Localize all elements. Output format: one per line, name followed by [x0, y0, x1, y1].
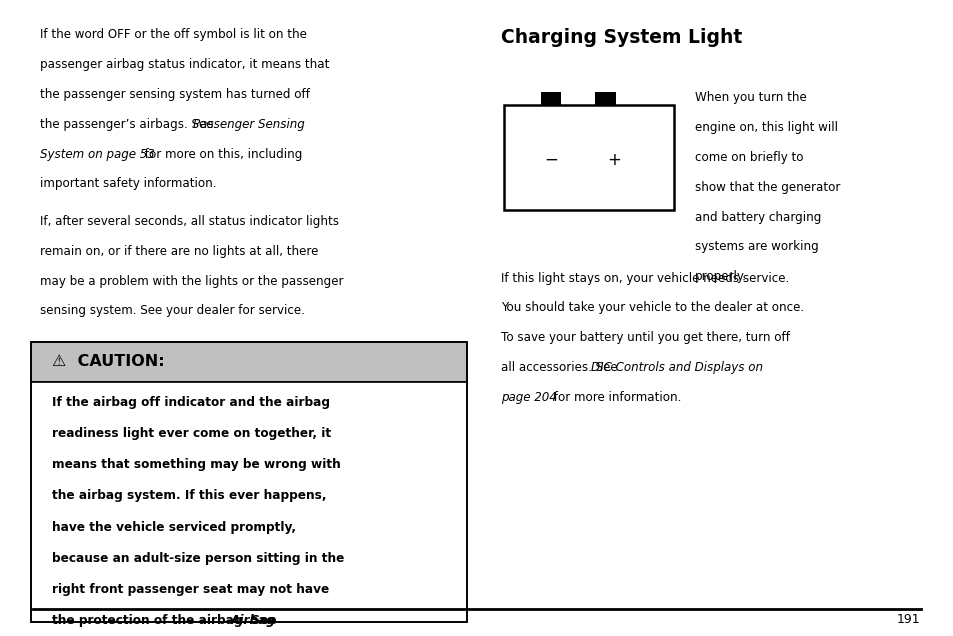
Text: and battery charging: and battery charging: [694, 211, 820, 223]
Text: You should take your vehicle to the dealer at once.: You should take your vehicle to the deal…: [500, 301, 803, 314]
Text: −: −: [544, 151, 558, 169]
Text: page 204: page 204: [500, 391, 556, 404]
Text: Airbag: Airbag: [231, 614, 275, 627]
Text: all accessories. See: all accessories. See: [500, 361, 620, 374]
Text: have the vehicle serviced promptly,: have the vehicle serviced promptly,: [51, 521, 295, 534]
Text: the passenger sensing system has turned off: the passenger sensing system has turned …: [40, 88, 310, 100]
Bar: [540, 92, 561, 105]
Text: passenger airbag status indicator, it means that: passenger airbag status indicator, it me…: [40, 58, 329, 71]
Text: systems are working: systems are working: [694, 240, 818, 253]
Text: come on briefly to: come on briefly to: [694, 151, 802, 163]
Text: remain on, or if there are no lights at all, there: remain on, or if there are no lights at …: [40, 245, 318, 258]
Text: ⚠  CAUTION:: ⚠ CAUTION:: [51, 354, 164, 370]
Text: readiness light ever come on together, it: readiness light ever come on together, i…: [51, 427, 331, 440]
Text: If, after several seconds, all status indicator lights: If, after several seconds, all status in…: [40, 215, 338, 228]
Text: System on page 53: System on page 53: [40, 148, 154, 160]
Text: Charging System Light: Charging System Light: [500, 28, 741, 47]
Text: When you turn the: When you turn the: [694, 91, 805, 104]
Bar: [503, 105, 673, 210]
Text: properly.: properly.: [694, 270, 745, 283]
Bar: [30, 382, 467, 622]
Text: the protection of the airbag. See: the protection of the airbag. See: [51, 614, 280, 627]
Text: +: +: [606, 151, 620, 169]
Text: right front passenger seat may not have: right front passenger seat may not have: [51, 583, 329, 596]
Text: 191: 191: [896, 613, 920, 626]
Text: important safety information.: important safety information.: [40, 177, 216, 190]
Text: for more on this, including: for more on this, including: [141, 148, 302, 160]
Text: the airbag system. If this ever happens,: the airbag system. If this ever happens,: [51, 490, 326, 502]
Text: Passenger Sensing: Passenger Sensing: [193, 118, 304, 130]
Text: may be a problem with the lights or the passenger: may be a problem with the lights or the …: [40, 275, 343, 287]
Text: engine on, this light will: engine on, this light will: [694, 121, 837, 134]
Text: If this light stays on, your vehicle needs service.: If this light stays on, your vehicle nee…: [500, 272, 788, 284]
Text: the passenger’s airbags. See: the passenger’s airbags. See: [40, 118, 217, 130]
Text: for more information.: for more information.: [549, 391, 680, 404]
Text: show that the generator: show that the generator: [694, 181, 839, 193]
Text: If the word OFF or the off symbol is lit on the: If the word OFF or the off symbol is lit…: [40, 28, 307, 41]
Text: sensing system. See your dealer for service.: sensing system. See your dealer for serv…: [40, 305, 305, 317]
Text: If the airbag off indicator and the airbag: If the airbag off indicator and the airb…: [51, 396, 329, 409]
Text: means that something may be wrong with: means that something may be wrong with: [51, 459, 340, 471]
Bar: [30, 342, 467, 622]
Bar: [595, 92, 615, 105]
Text: To save your battery until you get there, turn off: To save your battery until you get there…: [500, 331, 789, 344]
Bar: [30, 342, 467, 382]
Text: because an adult-size person sitting in the: because an adult-size person sitting in …: [51, 552, 343, 565]
Text: DIC Controls and Displays on: DIC Controls and Displays on: [590, 361, 761, 374]
